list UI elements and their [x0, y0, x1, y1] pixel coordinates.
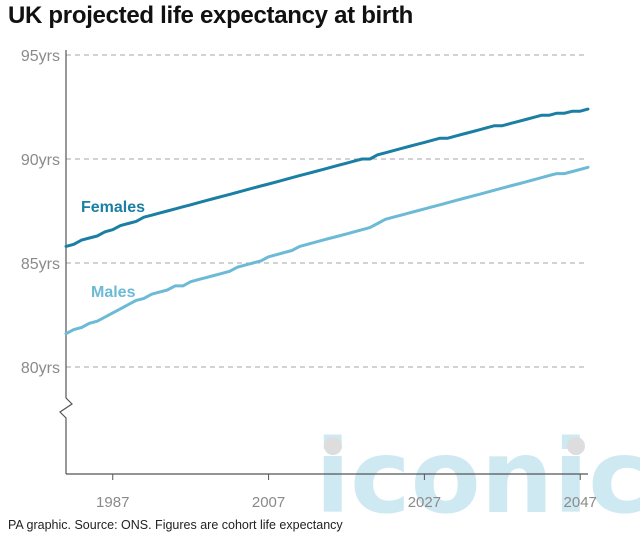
- series-label-females: Females: [81, 199, 145, 216]
- y-tick-label: 95yrs: [21, 48, 60, 65]
- series-label-males: Males: [91, 284, 136, 301]
- series-lines: [64, 107, 590, 336]
- y-axis-ticks: 80yrs 85yrs 90yrs 95yrs: [21, 48, 60, 377]
- series-line-males: [64, 165, 590, 336]
- x-tick-label: 2007: [252, 494, 285, 511]
- series-labels: Females Males: [81, 199, 145, 301]
- watermark-text: iconic: [315, 418, 640, 536]
- x-tick-label: 2027: [408, 494, 441, 511]
- watermark-dot-left: [324, 437, 342, 455]
- y-axis-line: [59, 50, 73, 474]
- source-note: PA graphic. Source: ONS. Figures are coh…: [8, 518, 343, 532]
- chart-title: UK projected life expectancy at birth: [8, 2, 414, 29]
- series-line-females: [64, 107, 590, 248]
- y-tick-label: 80yrs: [21, 360, 60, 377]
- watermark: iconic: [315, 418, 640, 536]
- x-tick-label: 1987: [96, 494, 129, 511]
- x-tick-label: 2047: [564, 494, 597, 511]
- watermark-dot-right: [567, 437, 585, 455]
- y-tick-label: 90yrs: [21, 152, 60, 169]
- axes: [59, 50, 588, 475]
- gridlines: [66, 54, 588, 368]
- x-axis-ticks: 1987 2007 2027 2047: [96, 474, 597, 511]
- y-tick-label: 85yrs: [21, 256, 60, 273]
